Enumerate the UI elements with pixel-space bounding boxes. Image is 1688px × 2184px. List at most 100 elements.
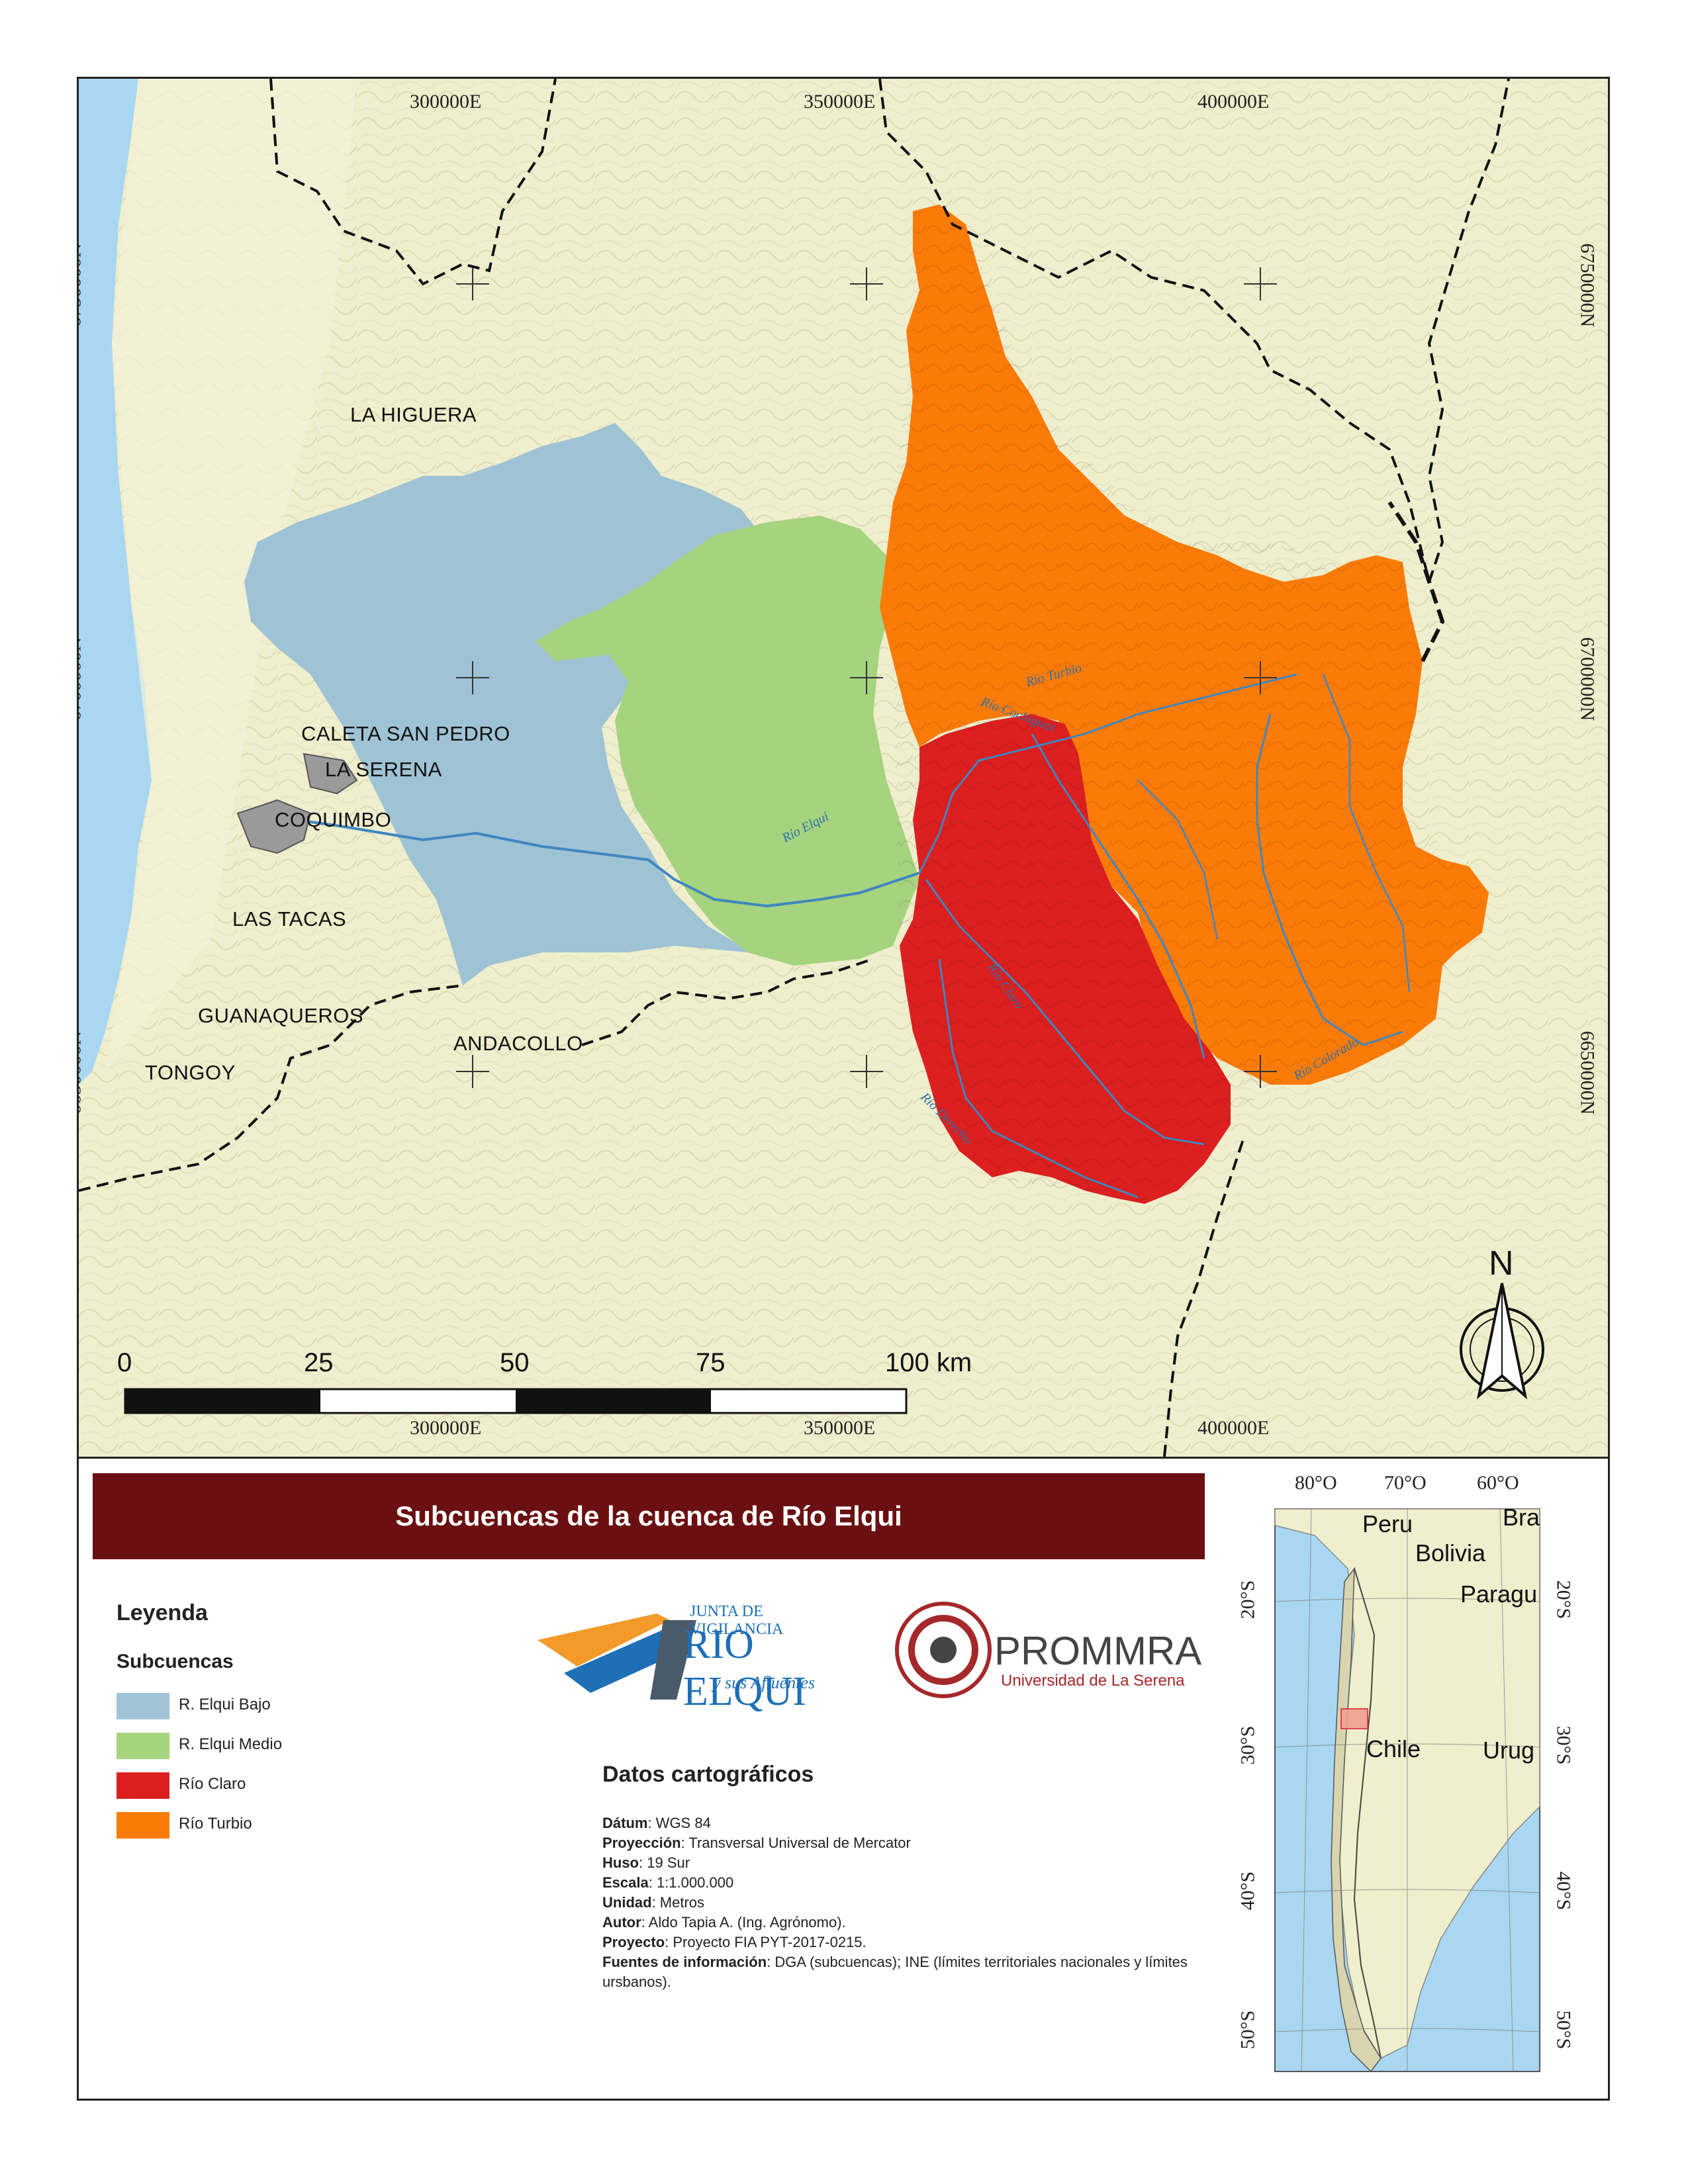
logo-junta-vigilancia: JUNTA DE VIGILANCIA RIO ELQUI y sus Aflu… xyxy=(538,1600,849,1714)
town-tongoy: TONGOY xyxy=(145,1061,236,1084)
datum-value: : WGS 84 xyxy=(647,1815,711,1831)
coord-top-2: 350000E xyxy=(804,91,876,113)
town-la-serena: LA SERENA xyxy=(325,758,442,781)
inset-lat-left-40: 40°S xyxy=(1237,1871,1259,1911)
map-frame xyxy=(77,77,1610,2101)
legend-item-rio-claro: Río Claro xyxy=(117,1772,447,1799)
inset-lon-70: 70°O xyxy=(1384,1472,1427,1494)
inset-country-peru: Peru xyxy=(1362,1510,1413,1537)
town-caleta-san-pedro: CALETA SAN PEDRO xyxy=(301,722,510,745)
datum-key: Dátum xyxy=(602,1815,648,1831)
proyecto-key: Proyecto xyxy=(602,1934,665,1950)
scale-label-100: 100 km xyxy=(885,1348,972,1377)
legend-item-elqui-bajo: R. Elqui Bajo xyxy=(117,1693,447,1719)
legend-swatch xyxy=(117,1693,169,1719)
coord-left-2: 6700000N xyxy=(79,637,85,721)
town-coquimbo: COQUIMBO xyxy=(275,808,392,831)
logo-prommra-name: PROMMRA xyxy=(994,1629,1202,1673)
rio-claro xyxy=(925,879,1205,1146)
legend-swatch xyxy=(117,1733,169,1759)
scale-label-50: 50 xyxy=(500,1348,530,1377)
rio-elqui xyxy=(297,819,920,908)
datos-block: Dátum: WGS 84 Proyección: Transversal Un… xyxy=(602,1813,1198,1992)
scale-label-75: 75 xyxy=(696,1348,726,1377)
sea xyxy=(79,79,152,1085)
inset-map[interactable]: 80°O 70°O 60°O 20°S 30°S 40°S 50°S 20°S … xyxy=(1222,1463,1593,2085)
coord-bottom-2: 350000E xyxy=(804,1417,876,1439)
inset-country-bolivia: Bolivia xyxy=(1415,1539,1486,1567)
urban-la-serena xyxy=(303,752,358,795)
inset-country-chile: Chile xyxy=(1366,1735,1421,1762)
legend-label: R. Elqui Bajo xyxy=(179,1696,271,1713)
subcuenca-elqui-medio xyxy=(536,516,919,966)
coord-right-3: 6650000N xyxy=(1576,1030,1599,1115)
legend-swatch xyxy=(117,1772,169,1799)
inset-country-brasil: Bra xyxy=(1503,1504,1540,1531)
inset-country-uruguay: Urug xyxy=(1483,1737,1535,1764)
inset-lon-60: 60°O xyxy=(1477,1472,1519,1494)
escala-key: Escala xyxy=(602,1874,649,1891)
coord-top-3: 400000E xyxy=(1197,91,1270,113)
inset-lon-80: 80°O xyxy=(1295,1472,1337,1494)
legend-label: Río Claro xyxy=(179,1775,246,1793)
legend-subheading: Subcuencas xyxy=(117,1651,234,1672)
huso-value: : 19 Sur xyxy=(639,1854,690,1871)
legend-item-rio-turbio: Río Turbio xyxy=(117,1812,447,1839)
coord-bottom-1: 300000E xyxy=(410,1417,482,1439)
inset-lat-right-40: 40°S xyxy=(1552,1871,1575,1911)
coord-right-1: 6750000N xyxy=(1576,243,1599,328)
north-label: N xyxy=(1489,1244,1514,1283)
coord-bottom-3: 400000E xyxy=(1197,1417,1270,1439)
inset-lat-left-30: 30°S xyxy=(1237,1725,1259,1765)
legend-label: Río Turbio xyxy=(179,1815,252,1833)
datos-heading: Datos cartográficos xyxy=(602,1762,814,1787)
autor-key: Autor xyxy=(602,1914,641,1931)
coord-top-1: 300000E xyxy=(410,91,482,113)
unidad-value: : Metros xyxy=(651,1894,705,1911)
fuentes-value: : DGA (subcuencas); INE (límites territo… xyxy=(602,1954,1188,1990)
huso-key: Huso xyxy=(602,1854,639,1871)
town-guanaqueros: GUANAQUEROS xyxy=(198,1004,364,1027)
legend-swatch xyxy=(117,1812,169,1839)
coord-right-2: 6700000N xyxy=(1576,637,1599,721)
scale-label-0: 0 xyxy=(117,1348,132,1377)
inset-lat-left-20: 20°S xyxy=(1237,1580,1259,1619)
proyeccion-value: : Transversal Universal de Mercator xyxy=(680,1835,911,1851)
town-las-tacas: LAS TACAS xyxy=(232,907,347,931)
legend-item-elqui-medio: R. Elqui Medio xyxy=(117,1733,447,1759)
map-canvas xyxy=(79,79,1608,1457)
coord-left-1: 6750000N xyxy=(79,243,85,328)
inset-lat-right-50: 50°S xyxy=(1552,2010,1575,2050)
rio-derecho xyxy=(938,958,1139,1199)
map-title: Subcuencas de la cuenca de Río Elqui xyxy=(93,1473,1205,1559)
town-andacollo: ANDACOLLO xyxy=(453,1032,583,1055)
rio-turbio xyxy=(918,673,1297,874)
scale-bar xyxy=(124,1388,908,1414)
north-arrow-icon xyxy=(1460,1283,1544,1400)
logo-prommra-sub: Universidad de La Serena xyxy=(1001,1672,1185,1690)
inset-country-paraguay: Paragu xyxy=(1460,1580,1538,1608)
main-map[interactable]: 300000E 350000E 400000E 300000E 350000E … xyxy=(79,79,1608,1457)
rio-colorado xyxy=(1256,713,1403,1046)
logo-jv-line1: JUNTA DE VIGILANCIA xyxy=(690,1603,784,1638)
divider xyxy=(77,1457,1610,1459)
coord-left-3: 6650000N xyxy=(79,1030,85,1115)
town-la-higuera: LA HIGUERA xyxy=(350,403,477,426)
unidad-key: Unidad xyxy=(602,1894,652,1911)
inset-lat-left-50: 50°S xyxy=(1237,2010,1259,2050)
escala-value: : 1:1.000.000 xyxy=(648,1874,734,1891)
logo-jv-line3: y sus Afluentes xyxy=(713,1673,816,1692)
inset-canvas xyxy=(1274,1508,1540,2073)
subcuenca-elqui-bajo xyxy=(244,423,780,985)
legend-heading: Leyenda xyxy=(117,1600,208,1625)
inset-lat-right-30: 30°S xyxy=(1552,1725,1575,1765)
scale-label-25: 25 xyxy=(304,1348,334,1377)
legend-label: R. Elqui Medio xyxy=(179,1735,283,1753)
urban-coquimbo xyxy=(236,799,312,854)
fuentes-key: Fuentes de información xyxy=(602,1954,767,1970)
logo-prommra: PROMMRA Universidad de La Serena xyxy=(894,1594,1211,1713)
inset-lat-right-20: 20°S xyxy=(1552,1580,1575,1619)
autor-value: : Aldo Tapia A. (Ing. Agrónomo). xyxy=(641,1914,846,1931)
logo-jv-line2: RIO ELQUI xyxy=(683,1622,806,1714)
rio-cochiguaz xyxy=(1031,733,1205,1059)
